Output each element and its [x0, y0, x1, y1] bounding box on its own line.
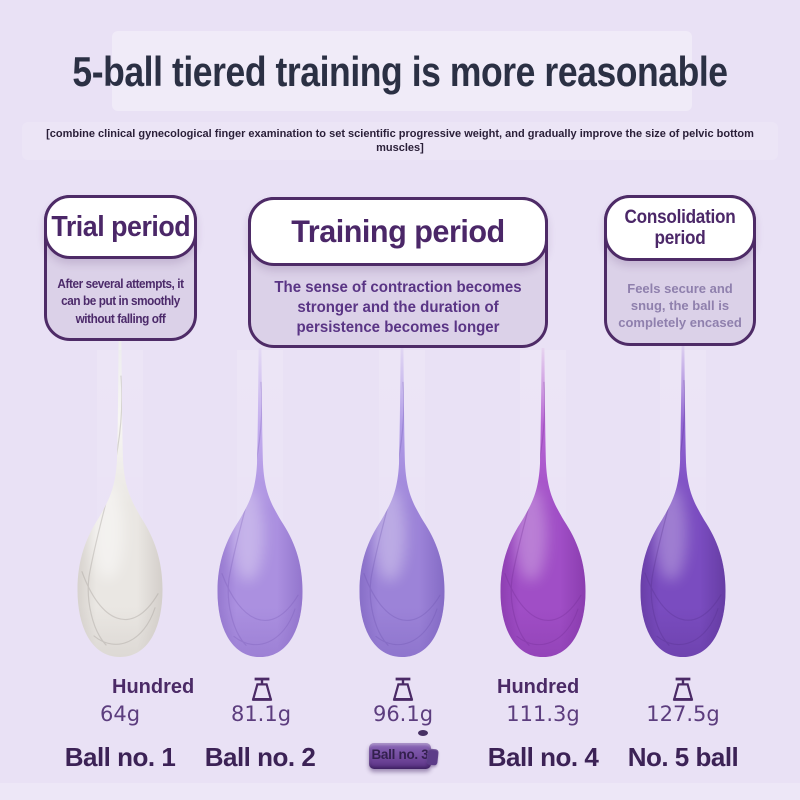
page-title: 5-ball tiered training is more reasonabl…: [72, 48, 728, 95]
weight-value-1: 64g: [99, 702, 141, 726]
weight-value-3: 96.1g: [372, 702, 434, 726]
card-training-period: Training period The sense of contraction…: [248, 197, 548, 348]
card-consolidation-period: Consolidation period Feels secure and sn…: [604, 195, 756, 346]
weight-icon: [672, 677, 694, 701]
weight-value-2: 81.1g: [230, 702, 292, 726]
ball-name-3-badge: Ball no. 3: [369, 743, 431, 769]
kegel-ball-5: [640, 346, 726, 658]
card-consolidation-period-title: Consolidation period: [604, 195, 756, 261]
card-trial-period-title: Trial period: [44, 195, 197, 259]
subtitle-backdrop: [22, 122, 778, 160]
badge-dot: [418, 730, 428, 736]
ball-name-5: No. 5 ball: [603, 738, 763, 775]
kegel-ball-1: [77, 341, 163, 657]
weight-value-4: 111.3g: [506, 702, 580, 726]
card-training-period-description: The sense of contraction becomes stronge…: [274, 279, 522, 336]
hundred-label-4: Hundred: [483, 673, 636, 702]
footer-strip: [0, 783, 800, 800]
card-consolidation-period-description: Feels secure and snug, the ball is compl…: [618, 280, 742, 330]
card-trial-period: Trial period After several attempts, it …: [44, 195, 197, 341]
card-training-period-title: Training period: [248, 197, 548, 266]
ball-name-3: Ball no. 3: [371, 747, 429, 762]
ball-name-1: Ball no. 1: [40, 738, 200, 775]
hundred-label-1: Hundred: [98, 673, 251, 702]
title-backdrop: [112, 31, 692, 111]
kegel-ball-4: [500, 348, 586, 658]
card-trial-period-description: After several attempts, it can be put in…: [57, 276, 184, 326]
ball-name-4: Ball no. 4: [463, 738, 623, 775]
kegel-ball-2: [217, 348, 303, 658]
ball-name-2: Ball no. 2: [180, 738, 340, 775]
kegel-ball-3: [359, 348, 445, 658]
weight-icon: [392, 677, 414, 701]
weight-icon: [251, 677, 273, 701]
page-subtitle: [combine clinical gynecological finger e…: [46, 128, 754, 154]
weight-value-5: 127.5g: [646, 702, 720, 726]
